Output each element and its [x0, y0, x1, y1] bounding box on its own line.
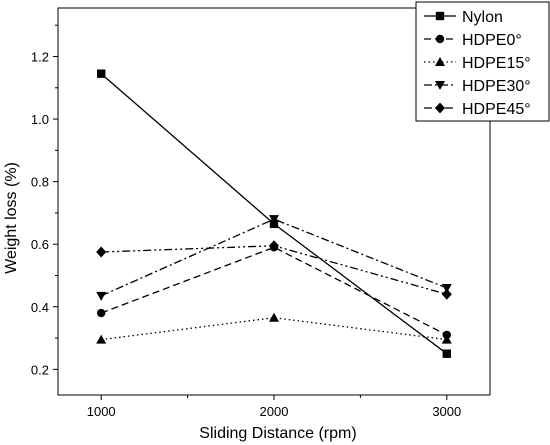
- y-tick-label: 0.6: [31, 237, 49, 252]
- series-3: [96, 312, 452, 344]
- y-tick-label: 0.4: [31, 300, 49, 315]
- data-point: [96, 246, 107, 258]
- series-2: [97, 243, 451, 340]
- legend-marker: [435, 34, 445, 44]
- y-axis-title: Weight loss (%): [3, 162, 20, 274]
- y-tick-label: 1.2: [31, 49, 49, 64]
- data-point: [97, 69, 106, 78]
- data-point: [269, 312, 279, 322]
- x-tick-label: 2000: [260, 404, 289, 419]
- series-line: [100, 218, 448, 297]
- series-line: [100, 73, 448, 355]
- x-tick-label: 1000: [87, 404, 116, 419]
- legend-label: HDPE45°: [462, 101, 531, 118]
- data-point: [442, 349, 451, 358]
- legend-marker: [435, 102, 445, 114]
- data-point: [441, 288, 452, 300]
- data-point: [269, 240, 279, 252]
- legend-label: HDPE30°: [462, 78, 531, 95]
- series-line: [101, 245, 447, 295]
- legend-marker: [435, 11, 445, 21]
- series-4: [96, 215, 452, 301]
- y-tick-label: 0.8: [31, 175, 49, 190]
- data-point: [441, 284, 452, 294]
- legend: Nylon HDPE0° HDPE15° HDPE30° HDPE45°: [415, 1, 550, 122]
- y-tick-label: 0.2: [31, 362, 49, 377]
- data-point: [441, 334, 452, 344]
- data-point: [97, 308, 106, 318]
- legend-marker: [435, 81, 445, 90]
- legend-marker: [435, 57, 445, 66]
- x-axis-title: Sliding Distance (rpm): [199, 425, 356, 442]
- data-point: [269, 215, 279, 225]
- data-point: [96, 334, 107, 344]
- legend-label: HDPE15°: [462, 55, 531, 72]
- legend-label: Nylon: [462, 9, 503, 26]
- y-tick-label: 1.0: [31, 112, 49, 127]
- series-5: [96, 240, 452, 300]
- legend-label: HDPE0°: [462, 32, 522, 49]
- data-point: [96, 291, 107, 301]
- series-line: [100, 246, 448, 336]
- x-tick-label: 3000: [432, 404, 461, 419]
